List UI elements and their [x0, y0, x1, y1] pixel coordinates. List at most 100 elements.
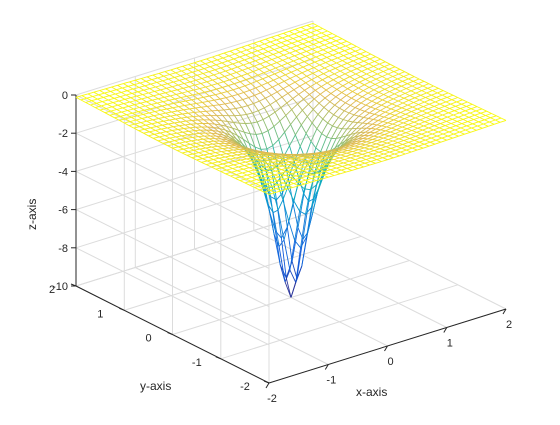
mesh-line	[401, 129, 407, 131]
mesh-line	[193, 117, 198, 120]
mesh-line	[349, 108, 355, 113]
mesh-line	[422, 111, 427, 113]
mesh-line	[367, 139, 373, 141]
mesh-line	[257, 79, 263, 81]
mesh-line	[360, 54, 365, 57]
mesh-line	[209, 156, 215, 157]
mesh-line	[393, 124, 398, 125]
mesh-line	[193, 116, 199, 117]
mesh-line	[426, 118, 431, 120]
mesh-line	[224, 159, 230, 160]
mesh-line	[476, 128, 482, 130]
mesh-line	[177, 114, 183, 115]
mesh-line	[401, 131, 406, 133]
mesh-line	[316, 148, 321, 152]
mesh-line	[294, 34, 299, 37]
mesh-line	[260, 62, 266, 64]
mesh-line	[246, 55, 251, 58]
mesh-line	[327, 80, 333, 83]
mesh-line	[150, 132, 155, 135]
mesh-line	[182, 92, 188, 94]
mesh-line	[161, 90, 166, 93]
mesh-line	[187, 154, 193, 155]
mesh-line	[299, 90, 305, 94]
mesh-line	[358, 88, 363, 91]
mesh-line	[158, 121, 164, 122]
mesh-line	[347, 167, 353, 169]
mesh-line	[348, 85, 354, 88]
mesh-line	[191, 140, 197, 141]
mesh-line	[172, 131, 177, 134]
mesh-line	[274, 121, 280, 126]
mesh-line	[196, 142, 202, 143]
mesh-line	[112, 107, 117, 110]
x-tick-label: -1	[326, 375, 336, 387]
mesh-line	[320, 90, 326, 94]
mesh-line	[355, 103, 361, 108]
mesh-line	[469, 117, 474, 119]
mesh-line	[342, 166, 347, 168]
mesh-line	[358, 85, 364, 88]
mesh-line	[271, 65, 276, 68]
mesh-line	[94, 92, 99, 95]
mesh-line	[429, 144, 435, 146]
x-tick-label: 2	[506, 319, 512, 331]
mesh-line	[307, 76, 312, 79]
mesh-line	[374, 64, 380, 66]
mesh-line	[305, 35, 310, 38]
mesh-line	[275, 175, 280, 177]
mesh-line	[215, 93, 221, 95]
mesh-line	[424, 81, 429, 83]
mesh-line	[188, 90, 194, 91]
mesh-line	[331, 63, 337, 65]
mesh-line	[164, 75, 170, 77]
mesh-line	[282, 93, 288, 97]
mesh-line	[242, 171, 248, 173]
mesh-line	[381, 79, 387, 82]
mesh-line	[149, 91, 155, 93]
mesh-line	[453, 113, 459, 115]
mesh-line	[238, 67, 243, 70]
mesh-line	[383, 136, 389, 138]
mesh-line	[416, 134, 422, 136]
mesh-line	[292, 43, 297, 46]
mesh-line	[198, 136, 204, 137]
z-tick-label: -6	[58, 205, 68, 217]
mesh-line	[466, 104, 472, 106]
mesh-line	[376, 79, 381, 82]
mesh-line	[342, 93, 347, 96]
mesh-line	[372, 101, 377, 103]
mesh-line	[407, 81, 413, 83]
mesh-line	[112, 105, 118, 107]
mesh-line	[254, 64, 260, 66]
mesh-line	[248, 45, 253, 48]
mesh-line	[259, 46, 264, 49]
mesh-line	[148, 96, 154, 98]
mesh-line	[362, 71, 367, 74]
mesh-line	[292, 104, 298, 110]
mesh-line	[344, 53, 350, 55]
mesh-line	[397, 126, 402, 128]
mesh-line	[322, 80, 327, 83]
mesh-line	[153, 73, 159, 75]
mesh-line	[177, 66, 183, 68]
mesh-line	[214, 156, 219, 158]
mesh-line	[346, 44, 352, 46]
mesh-line	[397, 81, 403, 84]
mesh-line	[168, 146, 173, 149]
mesh-line	[285, 48, 291, 50]
mesh-line	[153, 96, 158, 99]
mesh-line	[397, 84, 402, 86]
mesh-line	[271, 95, 276, 101]
mesh-line	[240, 181, 245, 183]
mesh-line	[323, 175, 328, 177]
mesh-line	[320, 65, 325, 68]
mesh-line	[186, 72, 192, 74]
mesh-line	[240, 82, 245, 86]
mesh-line	[254, 41, 260, 43]
mesh-line	[385, 89, 390, 91]
mesh-line	[274, 126, 279, 139]
mesh-line	[368, 136, 374, 139]
mesh-line	[334, 158, 340, 160]
mesh-line	[356, 154, 362, 156]
